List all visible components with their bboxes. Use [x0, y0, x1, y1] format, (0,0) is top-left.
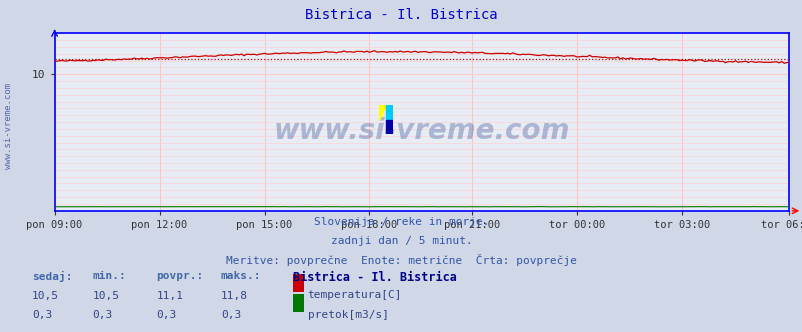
Text: Meritve: povprečne  Enote: metrične  Črta: povprečje: Meritve: povprečne Enote: metrične Črta:…: [225, 254, 577, 266]
Text: povpr.:: povpr.:: [156, 271, 204, 281]
Text: 11,8: 11,8: [221, 290, 248, 300]
Text: Slovenija / reke in morje.: Slovenija / reke in morje.: [314, 217, 488, 227]
Polygon shape: [379, 105, 386, 120]
Text: Bistrica - Il. Bistrica: Bistrica - Il. Bistrica: [305, 8, 497, 22]
Text: 11,1: 11,1: [156, 290, 184, 300]
Text: pretok[m3/s]: pretok[m3/s]: [307, 310, 388, 320]
Text: 10,5: 10,5: [92, 290, 119, 300]
Text: temperatura[C]: temperatura[C]: [307, 290, 402, 300]
Text: 0,3: 0,3: [156, 310, 176, 320]
Polygon shape: [386, 105, 393, 120]
Text: maks.:: maks.:: [221, 271, 261, 281]
Text: Bistrica - Il. Bistrica: Bistrica - Il. Bistrica: [293, 271, 456, 284]
Text: 0,3: 0,3: [32, 310, 52, 320]
Text: 0,3: 0,3: [92, 310, 112, 320]
Text: 0,3: 0,3: [221, 310, 241, 320]
Text: zadnji dan / 5 minut.: zadnji dan / 5 minut.: [330, 236, 472, 246]
Text: www.si-vreme.com: www.si-vreme.com: [273, 117, 569, 145]
Polygon shape: [386, 120, 393, 134]
Text: sedaj:: sedaj:: [32, 271, 72, 282]
Text: min.:: min.:: [92, 271, 126, 281]
Text: 10,5: 10,5: [32, 290, 59, 300]
Text: www.si-vreme.com: www.si-vreme.com: [3, 83, 13, 169]
